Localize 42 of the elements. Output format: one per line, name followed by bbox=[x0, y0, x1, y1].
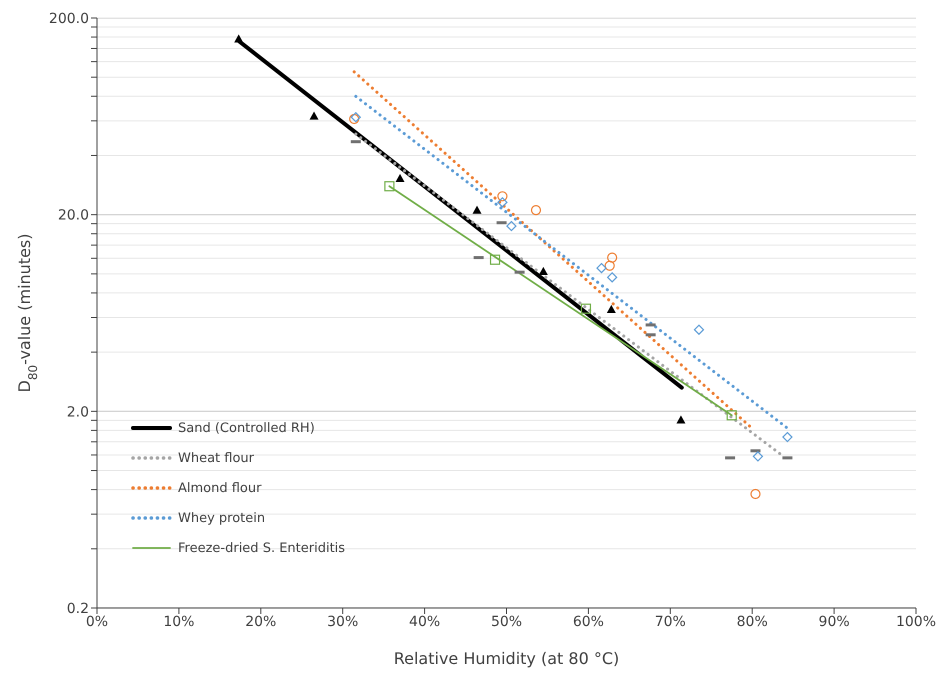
point bbox=[607, 252, 618, 263]
x-tick-label: 90% bbox=[818, 614, 850, 630]
x-axis-title: Relative Humidity (at 80 °C) bbox=[394, 649, 620, 668]
point bbox=[384, 181, 394, 192]
point bbox=[497, 197, 508, 208]
y-tick-label: 20.0 bbox=[58, 208, 89, 224]
point bbox=[234, 34, 244, 42]
x-tick-label: 20% bbox=[245, 614, 276, 630]
y-tick-label: 200.0 bbox=[48, 10, 89, 27]
legend-label: Almond flour bbox=[178, 480, 262, 496]
point bbox=[752, 451, 764, 462]
point bbox=[538, 266, 548, 275]
x-tick-label: 50% bbox=[490, 614, 522, 630]
legend-label: Sand (Controlled RH) bbox=[178, 420, 315, 436]
point bbox=[530, 204, 542, 216]
x-tick-label: 40% bbox=[409, 614, 440, 630]
point bbox=[726, 410, 737, 420]
point bbox=[604, 260, 615, 271]
point bbox=[694, 324, 704, 335]
x-tick-label: 80% bbox=[736, 614, 768, 630]
point bbox=[676, 415, 686, 424]
point bbox=[750, 488, 761, 500]
x-tick-label: 30% bbox=[327, 614, 358, 630]
point bbox=[606, 304, 616, 313]
x-tick-label: 100% bbox=[896, 614, 936, 630]
x-tick-label: 70% bbox=[654, 614, 686, 630]
x-tick-label: 10% bbox=[163, 614, 194, 630]
x-tick-label: 60% bbox=[572, 614, 604, 630]
point bbox=[497, 191, 508, 202]
point bbox=[782, 432, 793, 442]
point bbox=[596, 262, 607, 274]
point bbox=[490, 254, 500, 265]
point bbox=[310, 111, 319, 120]
point bbox=[506, 220, 517, 232]
point bbox=[396, 174, 405, 182]
point bbox=[472, 206, 482, 214]
legend-label: Whey protein bbox=[178, 510, 266, 526]
legend-label: Freeze-dried S. Enteriditis bbox=[178, 540, 346, 556]
point bbox=[580, 304, 592, 314]
point bbox=[607, 272, 618, 282]
y-tick-label: 2.0 bbox=[66, 404, 89, 420]
legend-label: Wheat flour bbox=[178, 450, 254, 466]
